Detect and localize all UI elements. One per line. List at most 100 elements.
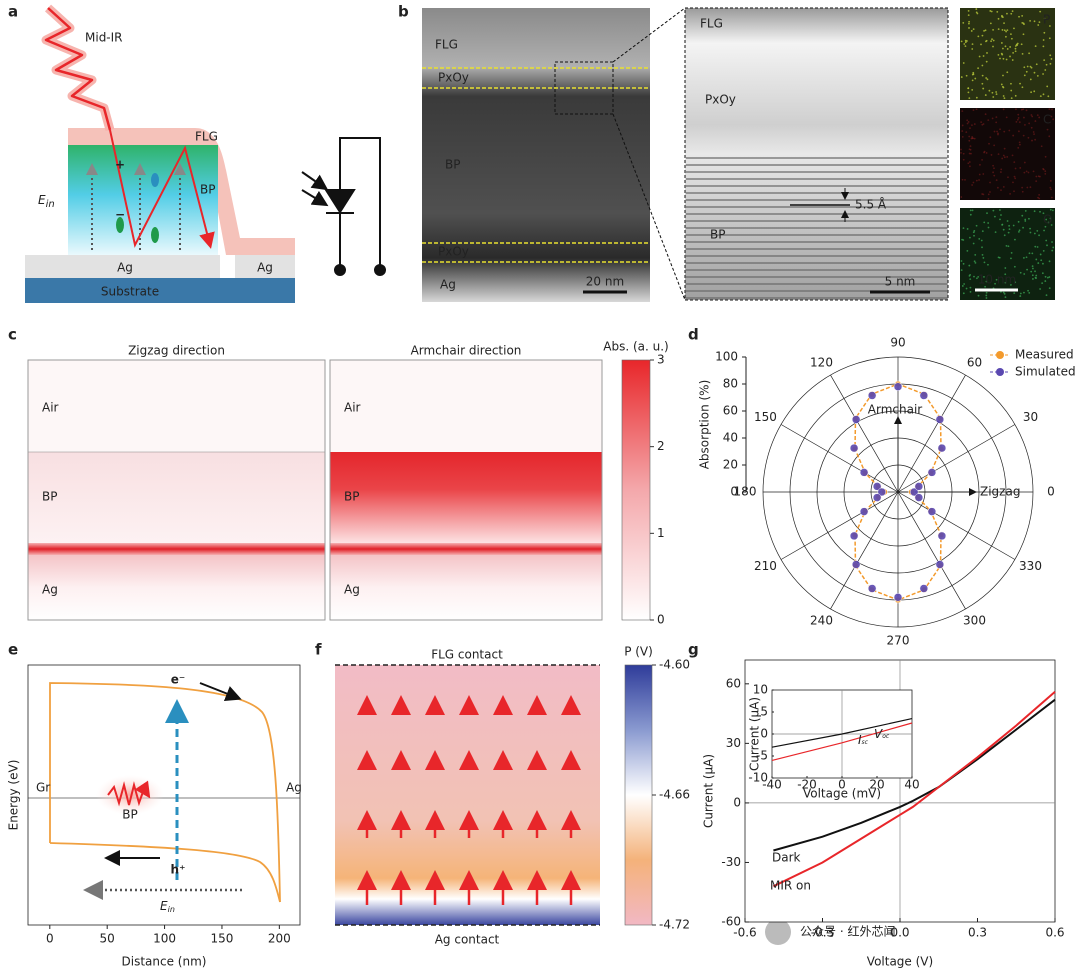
theta-tick-label: 90 — [890, 336, 905, 350]
region-label: Ag — [42, 583, 58, 597]
eds-dot — [974, 253, 977, 256]
x-tick-label: 0.3 — [968, 926, 987, 940]
theta-tick-label: 120 — [810, 355, 833, 369]
label: C — [1043, 113, 1051, 127]
eds-dot — [984, 94, 987, 96]
polar-point — [937, 443, 947, 453]
eds-dot — [1008, 224, 1011, 227]
eds-dot — [967, 162, 970, 165]
eds-dot — [972, 181, 975, 184]
eds-dot — [968, 139, 971, 142]
annotation: h⁺ — [171, 863, 186, 877]
eds-dot — [1023, 257, 1025, 259]
device-schematic — [91, 172, 181, 250]
eds-dot — [1037, 24, 1040, 26]
eds-dot — [968, 97, 971, 100]
eds-dot — [995, 91, 998, 93]
eds-dot — [1049, 217, 1052, 220]
eds-dot — [979, 163, 981, 166]
eds-dot — [989, 10, 992, 12]
polar-point — [849, 531, 859, 541]
eds-dot — [1021, 186, 1024, 189]
eds-dot — [1034, 245, 1037, 248]
x-axis-label: Distance (nm) — [122, 955, 207, 969]
eds-dot — [990, 154, 993, 156]
eds-dot — [972, 242, 975, 245]
polar-point — [927, 507, 937, 516]
theta-tick-label: 270 — [887, 634, 910, 648]
absorption-map — [330, 452, 602, 545]
eds-dot — [962, 22, 965, 24]
eds-dot — [1005, 35, 1007, 38]
eds-dot — [1018, 229, 1021, 232]
label: − — [115, 208, 125, 222]
eds-dot — [1025, 109, 1028, 112]
eds-dot — [975, 277, 978, 280]
eds-dot — [967, 87, 970, 90]
eds-dot — [962, 227, 965, 230]
eds-dot — [1028, 252, 1031, 255]
y-tick-label: 30 — [726, 736, 741, 750]
eds-dot — [980, 43, 982, 46]
polar-point — [927, 468, 937, 477]
eds-dot — [1041, 272, 1044, 275]
eds-dot — [1017, 117, 1020, 119]
eds-dot — [1027, 289, 1029, 292]
eds-dot — [1003, 130, 1006, 133]
eds-dot — [1032, 170, 1035, 173]
eds-dot — [1046, 85, 1049, 88]
eds-dot — [977, 294, 980, 297]
eds-dot — [1021, 21, 1024, 24]
eds-dot — [1019, 271, 1022, 274]
eds-dot — [1003, 22, 1005, 24]
eds-dot — [1033, 71, 1036, 74]
eds-dot — [1002, 95, 1005, 97]
polar-point — [859, 507, 869, 516]
eds-dot — [980, 121, 983, 124]
eds-dot — [969, 278, 972, 281]
eds-dot — [1042, 249, 1045, 252]
scale-bar-label: 20 nm — [586, 275, 624, 289]
region-label: BP — [42, 490, 57, 504]
eds-dot — [1001, 29, 1004, 31]
eds-dot — [1033, 20, 1036, 23]
eds-dot — [977, 35, 980, 38]
label: BP — [445, 158, 460, 172]
device-schematic — [174, 163, 186, 175]
eds-dot — [1002, 291, 1005, 294]
eds-dot — [1012, 134, 1015, 137]
eds-dot — [995, 179, 998, 182]
eds-dot — [980, 239, 983, 242]
eds-dot — [968, 22, 970, 25]
eds-dot — [1023, 171, 1026, 174]
device-schematic — [109, 129, 215, 249]
x-axis-label: Voltage (V) — [867, 955, 933, 969]
eds-dot — [1032, 278, 1034, 280]
eds-dot — [997, 53, 1000, 56]
eds-dot — [962, 292, 965, 295]
eds-dot — [967, 9, 970, 12]
label: FLG — [435, 38, 458, 52]
device-schematic — [86, 163, 186, 175]
eds-dot — [983, 221, 986, 224]
eds-maps — [960, 8, 1055, 299]
eds-dot — [1010, 97, 1013, 99]
eds-dot — [1005, 116, 1008, 119]
annotation: I — [858, 733, 862, 747]
eds-dot — [996, 186, 999, 189]
eds-dot — [969, 127, 971, 130]
eds-dot — [1045, 218, 1048, 221]
eds-maps — [960, 208, 1055, 300]
watermark-text: 公众号 · 红外芯闻 — [800, 924, 895, 939]
eds-dot — [1022, 33, 1025, 36]
eds-dot — [981, 230, 984, 233]
eds-dot — [1033, 210, 1036, 213]
eds-dot — [960, 76, 963, 78]
eds-dot — [997, 17, 1000, 20]
annotation: V — [874, 727, 883, 741]
eds-dot — [961, 285, 964, 287]
eds-dot — [971, 184, 974, 186]
eds-dot — [1011, 10, 1014, 13]
eds-dot — [1012, 51, 1015, 54]
eds-dot — [1014, 281, 1017, 284]
